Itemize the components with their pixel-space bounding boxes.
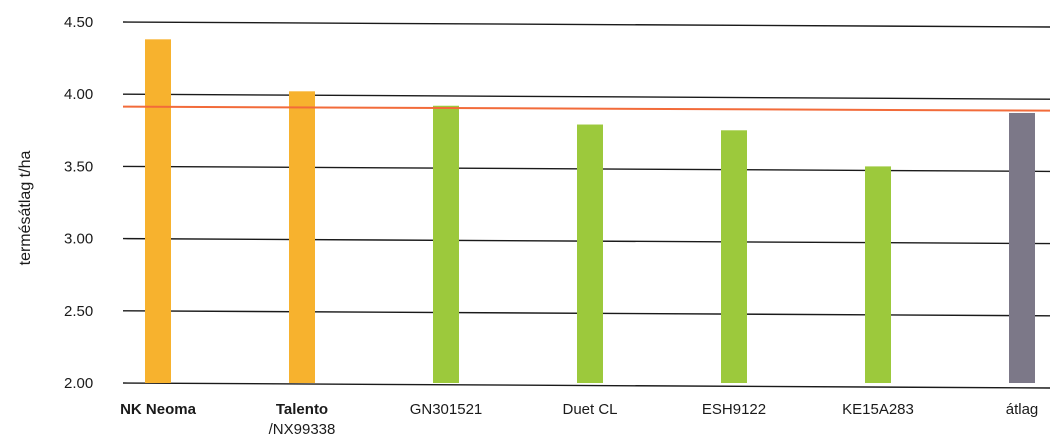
reference-line-group [122, 105, 1050, 112]
category-label: átlag [1006, 401, 1039, 418]
category-label: NK Neoma [120, 401, 197, 418]
bar [289, 91, 315, 383]
category-label: KE15A283 [842, 401, 914, 418]
bar [145, 39, 171, 383]
category-label: ESH9122 [702, 401, 766, 418]
bar [721, 130, 747, 383]
bar [865, 166, 891, 383]
y-tick-label: 3.00 [64, 231, 93, 248]
gridline [122, 21, 1050, 28]
y-tick-labels: 2.00 2.50 3.00 3.50 4.00 4.50 [64, 14, 93, 392]
bars [145, 39, 1035, 384]
category-label: Talento [276, 401, 328, 418]
category-label: Duet CL [562, 401, 617, 418]
bar [1009, 112, 1035, 384]
category-labels: NK Neoma Talento/NX99338 GN301521 Duet CL ES… [120, 401, 1038, 438]
y-tick-label: 2.00 [64, 375, 93, 392]
y-tick-label: 2.50 [64, 303, 93, 320]
category-label: GN301521 [410, 401, 483, 418]
gridline [122, 382, 1050, 389]
y-tick-label: 4.50 [64, 14, 93, 31]
gridline [122, 93, 1050, 100]
bar [433, 105, 459, 383]
bar [577, 124, 603, 384]
category-label: /NX99338 [269, 421, 336, 438]
y-tick-label: 4.00 [64, 86, 93, 103]
reference-line [122, 105, 1050, 112]
y-tick-label: 3.50 [64, 158, 93, 175]
y-axis-label: termésátlag t/ha [17, 151, 34, 266]
